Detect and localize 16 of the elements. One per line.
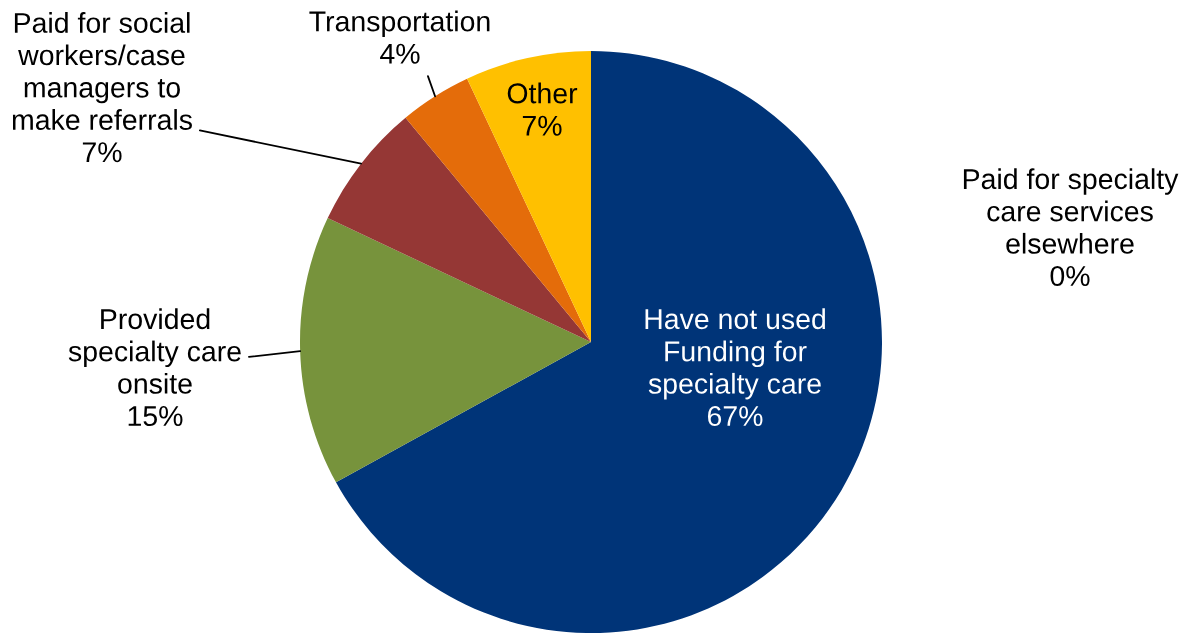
- data-label: 7%: [82, 142, 122, 163]
- category-label: Paid for specialty care services elsewhere: [963, 168, 1179, 254]
- slice-label: Transportation: [309, 10, 490, 38]
- data-label: 67%: [707, 405, 763, 427]
- slice-label: Paid for social workers/case managers to make referrals: [12, 12, 192, 130]
- pie-slice: [300, 218, 591, 483]
- slice-label: Provided specialty care onsite: [68, 308, 241, 394]
- pie-slice: [467, 51, 591, 342]
- pie-slice: [327, 117, 591, 342]
- text: 0%: [1050, 265, 1090, 287]
- data-label: 15%: [128, 406, 183, 427]
- pie-slice: [405, 78, 591, 342]
- slice-label: Have not used Funding for specialty care: [645, 308, 825, 400]
- data-label: 4%: [380, 43, 420, 64]
- data-label: 7%: [522, 115, 562, 136]
- slice-label: Other: [507, 82, 578, 104]
